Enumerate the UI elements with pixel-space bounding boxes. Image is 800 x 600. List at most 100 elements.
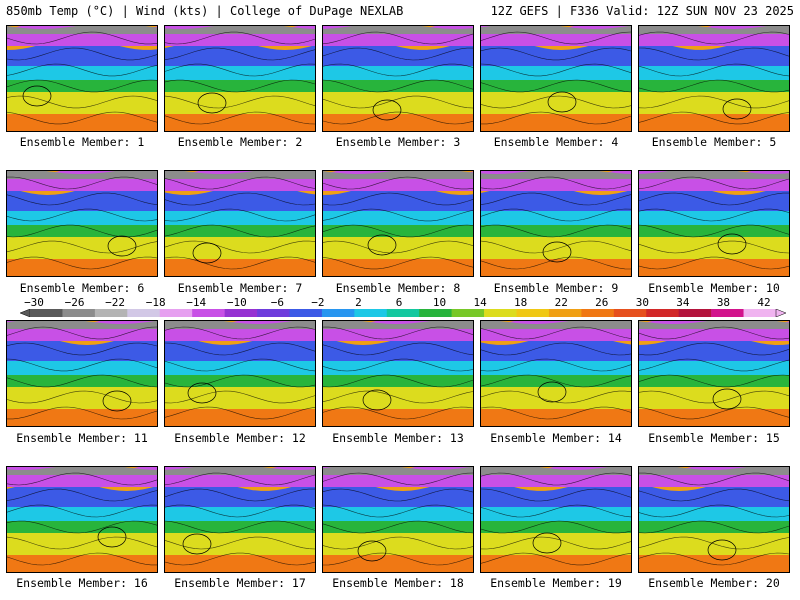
ensemble-member-label: Ensemble Member: 17 (174, 576, 306, 590)
colorbar-swatch (419, 309, 452, 317)
colorbar-swatch (581, 309, 615, 317)
temperature-field-map (481, 26, 631, 131)
ensemble-member-map (322, 466, 474, 573)
colorbar-swatch (548, 309, 582, 317)
ensemble-member-label: Ensemble Member: 16 (16, 576, 148, 590)
colorbar-max-arrow (775, 309, 786, 317)
colorbar-tick-label: −26 (64, 296, 85, 309)
ensemble-member-map (638, 320, 790, 427)
colorbar-tick-label: −2 (311, 296, 325, 309)
ensemble-member-map (164, 170, 316, 277)
temperature-field-map (323, 321, 473, 426)
ensemble-member-map (480, 466, 632, 573)
colorbar-tick-label: 34 (676, 296, 690, 309)
ensemble-member-label: Ensemble Member: 2 (177, 135, 303, 149)
temperature-field-map (7, 26, 157, 131)
colorbar-tick-label: −10 (226, 296, 247, 309)
colorbar-min-arrow (20, 309, 31, 317)
ensemble-member-map (638, 170, 790, 277)
temperature-field-map (481, 321, 631, 426)
temperature-field-map (481, 467, 631, 572)
temperature-field-map (481, 171, 631, 276)
header-title: 850mb Temp (°C) | Wind (kts) | College o… (6, 4, 404, 18)
temperature-field-map (7, 321, 157, 426)
temperature-field-map (165, 467, 315, 572)
ensemble-member-map (322, 25, 474, 132)
colorbar-tick-label: −14 (186, 296, 207, 309)
ensemble-member-label: Ensemble Member: 6 (19, 281, 145, 295)
ensemble-member-map (6, 25, 158, 132)
colorbar-swatch (711, 309, 744, 317)
colorbar-swatch (62, 309, 96, 317)
temperature-colorbar (20, 309, 786, 317)
colorbar-tick-label: −30 (24, 296, 44, 309)
ensemble-member-map (480, 25, 632, 132)
colorbar-tick-label: −18 (145, 296, 166, 309)
ensemble-member-label: Ensemble Member: 4 (493, 135, 619, 149)
ensemble-member-label: Ensemble Member: 14 (490, 431, 622, 445)
temperature-field-map (165, 26, 315, 131)
temperature-field-map (323, 467, 473, 572)
colorbar-swatch (127, 309, 161, 317)
temperature-field-map (639, 321, 789, 426)
ensemble-member-label: Ensemble Member: 7 (177, 281, 303, 295)
colorbar-swatch (257, 309, 290, 317)
temperature-field-map (323, 26, 473, 131)
temperature-field-map (165, 171, 315, 276)
ensemble-member-map (480, 170, 632, 277)
ensemble-member-map (164, 466, 316, 573)
ensemble-member-map (638, 25, 790, 132)
ensemble-member-label: Ensemble Member: 10 (648, 281, 780, 295)
colorbar-tick-label: 10 (432, 296, 447, 309)
ensemble-member-label: Ensemble Member: 19 (490, 576, 622, 590)
ensemble-member-label: Ensemble Member: 1 (19, 135, 145, 149)
colorbar-tick-label: 22 (554, 296, 568, 309)
colorbar-tick-label: −22 (105, 296, 126, 309)
ensemble-member-label: Ensemble Member: 8 (335, 281, 461, 295)
colorbar-swatch (354, 309, 388, 317)
colorbar-swatch (94, 309, 128, 317)
colorbar-swatch (646, 309, 679, 317)
ensemble-member-label: Ensemble Member: 13 (332, 431, 464, 445)
ensemble-member-label: Ensemble Member: 11 (16, 431, 148, 445)
colorbar-swatch (516, 309, 550, 317)
colorbar-tick-label: 2 (355, 296, 362, 309)
colorbar-tick-label: 42 (757, 296, 771, 309)
ensemble-member-map (480, 320, 632, 427)
colorbar-tick-label: 14 (473, 296, 487, 309)
colorbar-swatch (30, 309, 63, 317)
ensemble-member-map (6, 170, 158, 277)
temperature-field-map (639, 467, 789, 572)
header-valid-time: 12Z GEFS | F336 Valid: 12Z SUN NOV 23 20… (490, 4, 794, 18)
colorbar-tick-label: 38 (716, 296, 731, 309)
colorbar-swatch (743, 309, 777, 317)
ensemble-member-label: Ensemble Member: 20 (648, 576, 780, 590)
temperature-field-map (323, 171, 473, 276)
colorbar-swatch (451, 309, 485, 317)
colorbar-tick-label: −6 (270, 296, 284, 309)
ensemble-member-label: Ensemble Member: 9 (493, 281, 619, 295)
colorbar-swatch (192, 309, 225, 317)
ensemble-member-label: Ensemble Member: 18 (332, 576, 464, 590)
colorbar-swatch (386, 309, 420, 317)
temperature-field-map (639, 171, 789, 276)
ensemble-member-label: Ensemble Member: 3 (335, 135, 461, 149)
temperature-field-map (639, 26, 789, 131)
colorbar-tick-label: 26 (595, 296, 609, 309)
colorbar-swatch (159, 309, 193, 317)
ensemble-member-label: Ensemble Member: 15 (648, 431, 780, 445)
ensemble-member-map (638, 466, 790, 573)
ensemble-member-map (6, 466, 158, 573)
ensemble-member-map (164, 25, 316, 132)
temperature-field-map (7, 171, 157, 276)
colorbar-swatch (224, 309, 258, 317)
ensemble-member-map (322, 320, 474, 427)
colorbar-swatch (613, 309, 647, 317)
colorbar-tick-label: 18 (514, 296, 528, 309)
colorbar-swatch (678, 309, 712, 317)
colorbar-tick-label: 30 (635, 296, 649, 309)
ensemble-member-map (322, 170, 474, 277)
colorbar-swatch (289, 309, 323, 317)
colorbar-swatch (321, 309, 355, 317)
